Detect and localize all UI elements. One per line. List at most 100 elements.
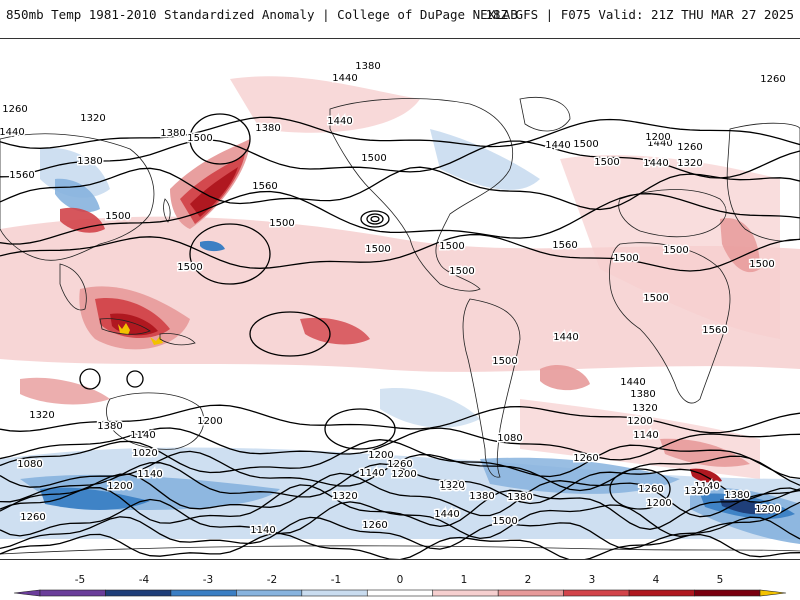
height-contour bbox=[0, 462, 800, 505]
colorbar-tick-label: -1 bbox=[331, 574, 341, 586]
contour-label: 1440 bbox=[643, 158, 668, 169]
contour-label: 1440 bbox=[553, 332, 578, 343]
contour-label: 1020 bbox=[132, 448, 157, 459]
contour-label: 1140 bbox=[250, 525, 275, 536]
contour-label: 1320 bbox=[29, 410, 54, 421]
colorbar-segment-zero bbox=[366, 589, 434, 597]
height-contour bbox=[0, 116, 800, 149]
height-contour bbox=[0, 532, 800, 559]
product-title: 850mb Temp 1981-2010 Standardized Anomal… bbox=[6, 7, 518, 22]
anomaly-region-neg1 bbox=[430, 129, 540, 190]
contour-label: 1440 bbox=[620, 377, 645, 388]
contour-label: 1500 bbox=[492, 356, 517, 367]
contour-label: 1380 bbox=[440, 482, 465, 493]
anomaly-region-pos4 bbox=[190, 167, 238, 217]
contour-label: 1260 bbox=[677, 142, 702, 153]
colorbar-tick-label: -5 bbox=[75, 574, 85, 586]
contour-label: 1320 bbox=[677, 158, 702, 169]
coastline bbox=[609, 242, 731, 404]
coastline bbox=[618, 189, 727, 238]
height-contour-closed bbox=[360, 210, 390, 228]
contour-label: 1200 bbox=[627, 416, 652, 427]
contour-label: 1500 bbox=[449, 266, 474, 277]
height-contour-closed bbox=[249, 311, 331, 357]
contour-label: 1560 bbox=[252, 181, 277, 192]
contour-label: 1500 bbox=[269, 218, 294, 229]
coastline bbox=[462, 298, 521, 478]
colorbar-segment-neg5 bbox=[39, 589, 106, 597]
contour-label: 1320 bbox=[80, 113, 105, 124]
contour-label: 1140 bbox=[694, 481, 719, 492]
colorbar-segment-pos4 bbox=[628, 589, 695, 597]
height-contour bbox=[0, 427, 800, 461]
colorbar-segment-pos5 bbox=[694, 589, 761, 597]
colorbar-tick-label: 3 bbox=[589, 574, 596, 586]
height-contour bbox=[0, 450, 800, 492]
height-contour bbox=[0, 484, 800, 530]
colorbar-min-arrow bbox=[13, 589, 41, 597]
contour-label: 1260 bbox=[638, 484, 663, 495]
colorbar-segment-pos2 bbox=[497, 589, 564, 597]
anomaly-region-pos2 bbox=[20, 377, 110, 405]
height-contour bbox=[0, 190, 800, 245]
contour-label: 1500 bbox=[613, 253, 638, 264]
height-contour bbox=[0, 166, 800, 211]
contour-label: 1500 bbox=[492, 516, 517, 527]
contour-label: 1140 bbox=[130, 430, 155, 441]
contour-label: 1500 bbox=[361, 153, 386, 164]
contour-label: 1260 bbox=[2, 104, 27, 115]
coastline bbox=[0, 133, 155, 261]
colorbar-segment-pos3 bbox=[563, 589, 630, 597]
contour-label: 1380 bbox=[77, 156, 102, 167]
height-contour-closed bbox=[79, 368, 101, 390]
colorbar-tick-label: 5 bbox=[717, 574, 724, 586]
contour-label: 1500 bbox=[594, 157, 619, 168]
contour-label: 1320 bbox=[332, 491, 357, 502]
coastline bbox=[329, 98, 513, 292]
contour-label: 1560 bbox=[9, 170, 34, 181]
height-contour bbox=[0, 234, 800, 272]
contour-label: 1500 bbox=[177, 262, 202, 273]
contour-label: 1380 bbox=[469, 491, 494, 502]
height-contour-closed bbox=[189, 113, 251, 165]
height-contour bbox=[0, 404, 800, 434]
contour-label: 1380 bbox=[630, 389, 655, 400]
anomaly-region-pos1 bbox=[560, 155, 780, 339]
contour-label: 1200 bbox=[368, 450, 393, 461]
coastlines bbox=[0, 97, 800, 555]
colorbar-tick-label: 1 bbox=[461, 574, 468, 586]
anomaly-region-pos2 bbox=[540, 364, 590, 391]
colorbar-segment-neg1 bbox=[301, 589, 368, 597]
contour-label: 1500 bbox=[643, 293, 668, 304]
chart-header: 850mb Temp 1981-2010 Standardized Anomal… bbox=[0, 0, 800, 32]
contour-label: 1260 bbox=[20, 512, 45, 523]
contour-label: 1500 bbox=[749, 259, 774, 270]
contour-label: 1440 bbox=[327, 116, 352, 127]
contour-label: 1440 bbox=[434, 509, 459, 520]
colorbar-svg: -5 -4 -3 -2 -1 0 1 2 3 4 5 bbox=[13, 574, 787, 597]
coastline bbox=[0, 545, 800, 555]
height-contour bbox=[0, 498, 800, 540]
contour-label: 1260 bbox=[387, 459, 412, 470]
colorbar-tick-label: 2 bbox=[525, 574, 532, 586]
anomaly-region-neg4 bbox=[720, 498, 775, 515]
height-contour-closed bbox=[366, 213, 384, 225]
colorbar-segment-neg2 bbox=[236, 589, 303, 597]
contour-label: 1260 bbox=[362, 520, 387, 531]
contour-label: 1440 bbox=[647, 138, 672, 149]
contour-label: 1500 bbox=[365, 244, 390, 255]
height-contour bbox=[0, 516, 800, 550]
height-contours bbox=[0, 113, 800, 559]
contour-label: 1380 bbox=[255, 123, 280, 134]
contour-label: 1200 bbox=[391, 469, 416, 480]
contour-label: 1140 bbox=[359, 468, 384, 479]
colorbar: -5 -4 -3 -2 -1 0 1 2 3 4 5 bbox=[0, 572, 800, 600]
contour-label: 1320 bbox=[632, 403, 657, 414]
contour-label: 1440 bbox=[0, 127, 25, 138]
contour-label: 1380 bbox=[97, 421, 122, 432]
contour-label: 1500 bbox=[439, 241, 464, 252]
contour-label: 1320 bbox=[439, 480, 464, 491]
height-contour bbox=[0, 439, 800, 480]
colorbar-tick-label: 4 bbox=[653, 574, 660, 586]
